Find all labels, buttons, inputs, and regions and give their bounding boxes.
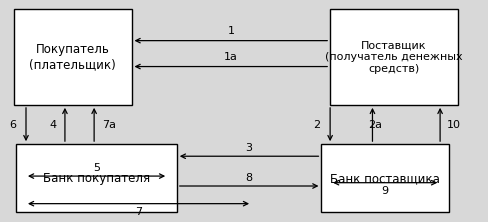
- Text: 8: 8: [245, 173, 253, 183]
- FancyBboxPatch shape: [322, 144, 449, 212]
- FancyBboxPatch shape: [14, 9, 132, 105]
- Text: 7: 7: [135, 207, 142, 217]
- FancyBboxPatch shape: [16, 144, 177, 212]
- Text: 1а: 1а: [224, 52, 238, 62]
- Text: Поставщик
(получатель денежных
средств): Поставщик (получатель денежных средств): [325, 40, 463, 73]
- Text: Банк поставщика: Банк поставщика: [330, 172, 440, 185]
- Text: Покупатель
(плательщик): Покупатель (плательщик): [29, 43, 116, 71]
- Text: 10: 10: [447, 119, 461, 129]
- FancyBboxPatch shape: [330, 9, 458, 105]
- Text: 4: 4: [49, 119, 56, 129]
- Text: 2: 2: [313, 119, 320, 129]
- Text: 6: 6: [9, 119, 16, 129]
- Text: 9: 9: [382, 186, 388, 196]
- Text: 5: 5: [93, 163, 100, 173]
- Text: 7а: 7а: [102, 119, 116, 129]
- Text: 3: 3: [245, 143, 253, 153]
- Text: 1: 1: [227, 26, 234, 36]
- Text: Банк покупателя: Банк покупателя: [43, 172, 150, 185]
- Text: 2а: 2а: [368, 119, 382, 129]
